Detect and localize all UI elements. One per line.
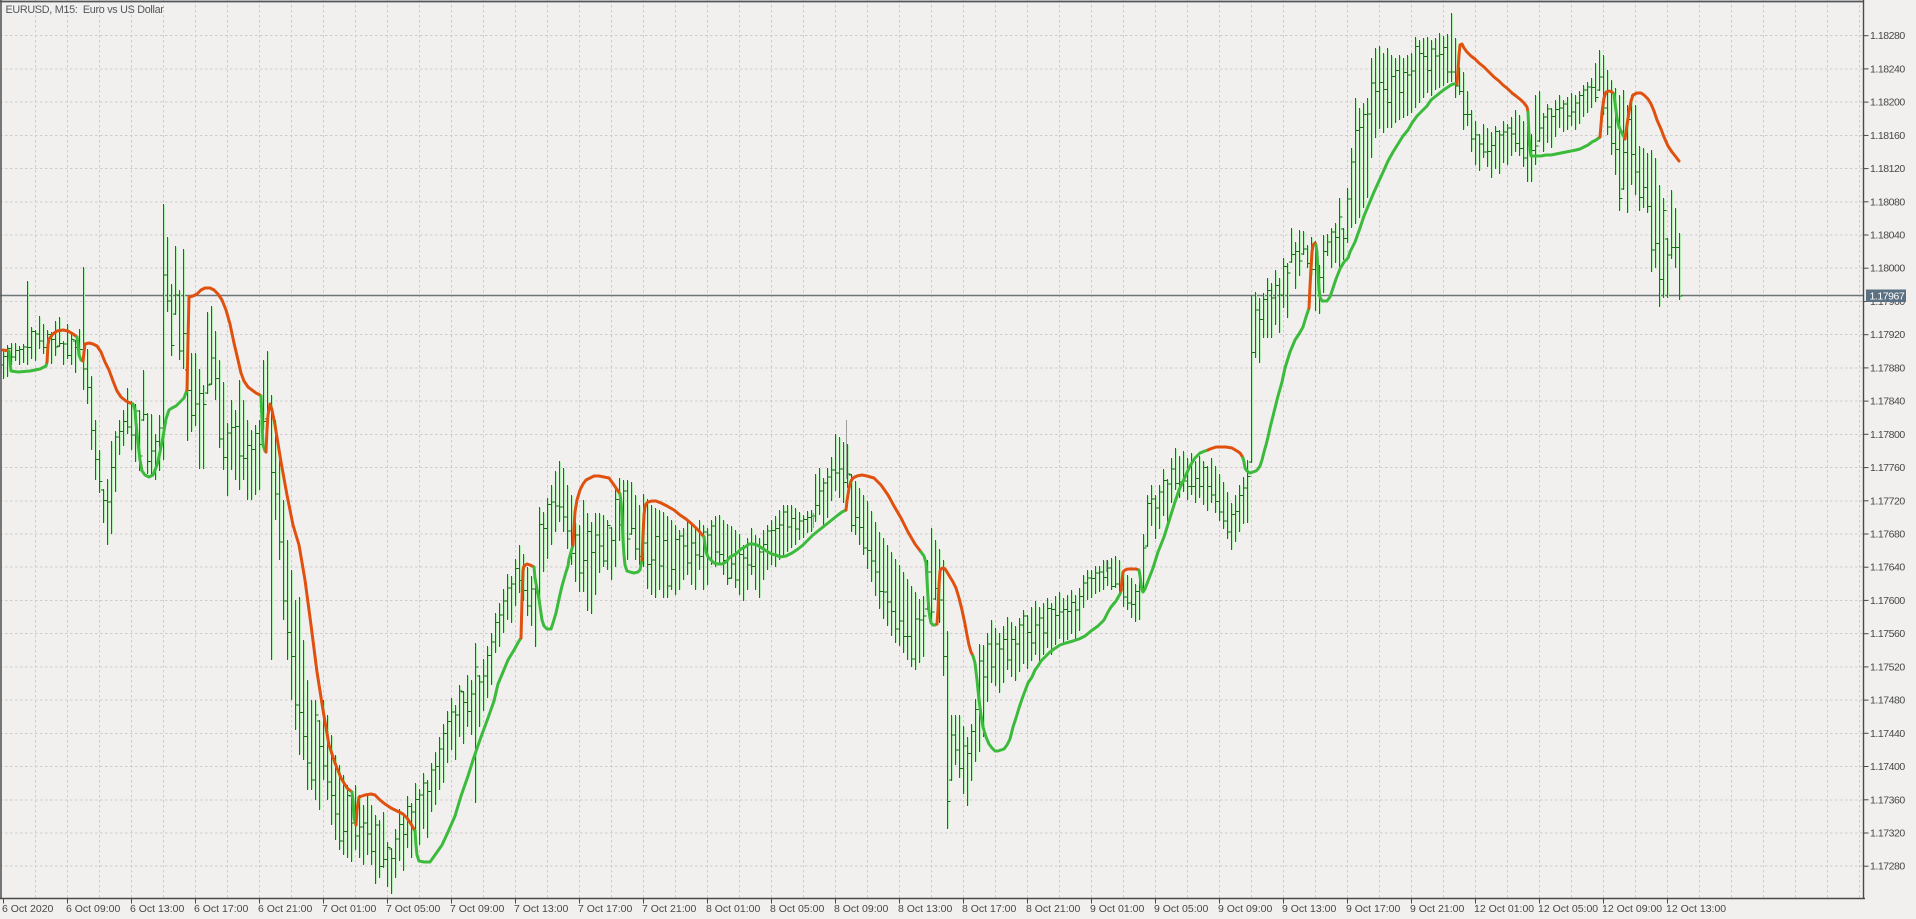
svg-text:7 Oct 01:00: 7 Oct 01:00 [322,903,376,915]
svg-text:9 Oct 17:00: 9 Oct 17:00 [1346,903,1400,915]
svg-text:1.17720: 1.17720 [1870,495,1905,507]
svg-text:8 Oct 05:00: 8 Oct 05:00 [770,903,824,915]
svg-text:7 Oct 09:00: 7 Oct 09:00 [450,903,504,915]
svg-text:1.17840: 1.17840 [1870,396,1905,408]
svg-text:6 Oct 09:00: 6 Oct 09:00 [66,903,120,915]
svg-text:1.18040: 1.18040 [1870,230,1905,242]
svg-text:8 Oct 21:00: 8 Oct 21:00 [1026,903,1080,915]
svg-text:6 Oct 21:00: 6 Oct 21:00 [258,903,312,915]
svg-text:EURUSD, M15: Euro vs US Dolla: EURUSD, M15: Euro vs US Dollar [6,4,165,16]
svg-text:1.17360: 1.17360 [1870,794,1905,806]
svg-text:8 Oct 17:00: 8 Oct 17:00 [962,903,1016,915]
svg-text:1.17967: 1.17967 [1870,291,1905,303]
svg-text:1.18000: 1.18000 [1870,263,1905,275]
svg-text:1.17920: 1.17920 [1870,329,1905,341]
svg-text:7 Oct 17:00: 7 Oct 17:00 [578,903,632,915]
svg-text:12 Oct 01:00: 12 Oct 01:00 [1474,903,1534,915]
svg-text:7 Oct 13:00: 7 Oct 13:00 [514,903,568,915]
svg-text:8 Oct 01:00: 8 Oct 01:00 [706,903,760,915]
svg-text:7 Oct 21:00: 7 Oct 21:00 [642,903,696,915]
svg-text:1.17800: 1.17800 [1870,429,1905,441]
svg-text:1.18120: 1.18120 [1870,163,1905,175]
svg-text:7 Oct 05:00: 7 Oct 05:00 [386,903,440,915]
svg-text:1.17440: 1.17440 [1870,728,1905,740]
svg-text:9 Oct 09:00: 9 Oct 09:00 [1218,903,1272,915]
svg-text:8 Oct 09:00: 8 Oct 09:00 [834,903,888,915]
svg-text:1.18240: 1.18240 [1870,63,1905,75]
svg-text:1.17400: 1.17400 [1870,761,1905,773]
svg-text:8 Oct 13:00: 8 Oct 13:00 [898,903,952,915]
svg-text:1.17600: 1.17600 [1870,595,1905,607]
svg-text:1.18160: 1.18160 [1870,130,1905,142]
svg-text:1.17520: 1.17520 [1870,661,1905,673]
svg-text:6 Oct 2020: 6 Oct 2020 [2,903,54,915]
svg-text:1.17480: 1.17480 [1870,695,1905,707]
svg-text:6 Oct 13:00: 6 Oct 13:00 [130,903,184,915]
svg-text:1.17560: 1.17560 [1870,628,1905,640]
svg-text:1.18280: 1.18280 [1870,30,1905,42]
svg-text:1.18080: 1.18080 [1870,196,1905,208]
svg-text:9 Oct 13:00: 9 Oct 13:00 [1282,903,1336,915]
svg-text:9 Oct 01:00: 9 Oct 01:00 [1090,903,1144,915]
svg-text:9 Oct 21:00: 9 Oct 21:00 [1410,903,1464,915]
svg-text:1.17640: 1.17640 [1870,562,1905,574]
svg-text:12 Oct 09:00: 12 Oct 09:00 [1602,903,1662,915]
svg-text:1.17880: 1.17880 [1870,362,1905,374]
svg-text:12 Oct 05:00: 12 Oct 05:00 [1538,903,1598,915]
svg-text:1.18200: 1.18200 [1870,97,1905,109]
svg-text:12 Oct 13:00: 12 Oct 13:00 [1666,903,1726,915]
svg-text:6 Oct 17:00: 6 Oct 17:00 [194,903,248,915]
svg-text:9 Oct 05:00: 9 Oct 05:00 [1154,903,1208,915]
svg-text:1.17280: 1.17280 [1870,861,1905,873]
svg-text:1.17680: 1.17680 [1870,529,1905,541]
svg-text:1.17760: 1.17760 [1870,462,1905,474]
svg-text:1.17320: 1.17320 [1870,828,1905,840]
